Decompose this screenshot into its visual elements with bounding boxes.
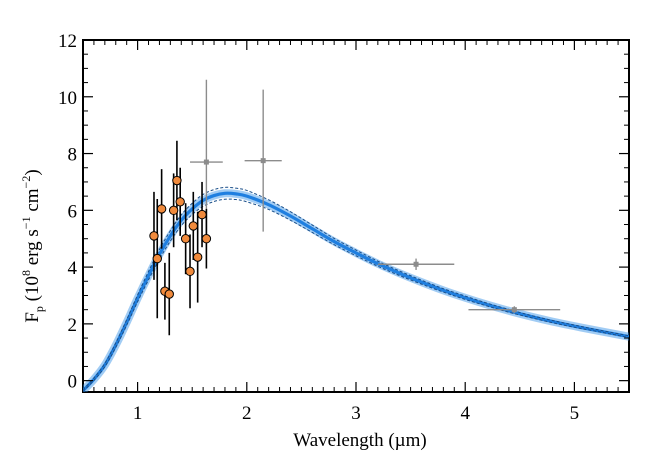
orange-point	[175, 197, 185, 207]
y-label-paren-close: )	[22, 169, 43, 175]
orange-point	[164, 289, 174, 299]
y-tick-label: 0	[68, 372, 78, 393]
y-label-main: F	[22, 312, 43, 323]
y-label-exp3: −2	[19, 176, 33, 189]
model-upper-dashed	[83, 186, 629, 391]
model-lower-dashed	[83, 198, 629, 392]
gray-point	[260, 158, 266, 164]
y-label-exp1: 8	[19, 270, 33, 276]
y-tick-label: 2	[68, 315, 78, 336]
x-axis-label: Wavelength (µm)	[293, 430, 426, 451]
gray-point	[511, 307, 517, 313]
x-tick-label: 3	[351, 403, 361, 424]
orange-point	[192, 252, 203, 262]
orange-point	[201, 234, 212, 244]
orange-point	[172, 175, 182, 186]
y-axis-label: Fp (108 erg s−1 cm−2)	[19, 169, 46, 322]
y-tick-label: 12	[58, 31, 77, 52]
y-label-mid2: cm	[22, 188, 43, 216]
gray-point	[203, 159, 209, 165]
y-tick-label: 10	[58, 88, 77, 109]
x-tick-label: 1	[133, 403, 143, 424]
y-label-mid: erg s	[22, 229, 43, 270]
orange-point	[149, 231, 159, 241]
y-tick-label: 6	[68, 201, 78, 222]
gray-point	[413, 261, 419, 267]
x-tick-label: 5	[570, 403, 580, 424]
orange-series-group	[149, 140, 212, 336]
orange-point	[152, 253, 162, 264]
plot-frame	[82, 39, 630, 393]
y-label-sub: p	[32, 306, 46, 312]
plot-frame-group	[82, 39, 630, 393]
orange-point	[168, 205, 179, 216]
orange-point	[197, 209, 207, 220]
orange-point	[180, 234, 191, 244]
y-tick-label: 8	[68, 145, 78, 166]
orange-point	[188, 221, 198, 231]
x-tick-label: 2	[242, 403, 252, 424]
x-tick-label: 4	[460, 403, 470, 424]
y-label-paren-open: (10	[22, 276, 43, 306]
y-tick-label: 4	[68, 258, 78, 279]
y-label-exp2: −1	[19, 216, 33, 229]
gray-series-group	[190, 79, 561, 314]
orange-point	[156, 204, 167, 214]
orange-point	[185, 266, 195, 277]
